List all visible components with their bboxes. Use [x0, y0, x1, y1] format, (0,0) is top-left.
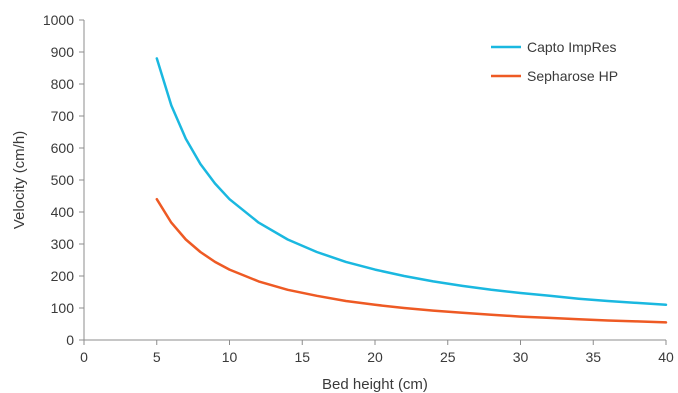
x-tick-label: 40	[658, 349, 674, 365]
y-tick-label: 100	[51, 300, 75, 316]
x-tick-label: 25	[440, 349, 456, 365]
x-tick-label: 15	[294, 349, 310, 365]
y-tick-label: 900	[51, 44, 75, 60]
y-tick-label: 200	[51, 268, 75, 284]
x-axis-title: Bed height (cm)	[322, 376, 428, 393]
y-tick-label: 800	[51, 76, 75, 92]
legend: Capto ImpRes Sepharose HP	[491, 39, 618, 84]
y-tick-label: 600	[51, 140, 75, 156]
y-tick-label: 400	[51, 204, 75, 220]
x-tick-label: 20	[367, 349, 383, 365]
y-tick-label: 700	[51, 108, 75, 124]
series-line-0	[155, 57, 668, 307]
y-tick-label: 300	[51, 236, 75, 252]
x-tick-label: 0	[80, 349, 88, 365]
series-lines	[155, 57, 668, 324]
y-tick-label: 0	[66, 332, 74, 348]
y-tick-label: 1000	[43, 12, 74, 28]
y-tick-label: 500	[51, 172, 75, 188]
legend-label-1: Sepharose HP	[527, 68, 618, 84]
legend-label-0: Capto ImpRes	[527, 39, 616, 55]
tick-labels: 0 100 200 300 400 500 600 700 800 900 1000 0 5 10 15 20…	[43, 12, 674, 365]
x-tick-label: 35	[585, 349, 601, 365]
y-axis-title: Velocity (cm/h)	[11, 131, 28, 229]
x-tick-label: 5	[153, 349, 161, 365]
x-tick-label: 10	[222, 349, 238, 365]
x-tick-label: 30	[513, 349, 529, 365]
series-line-1	[155, 197, 668, 324]
